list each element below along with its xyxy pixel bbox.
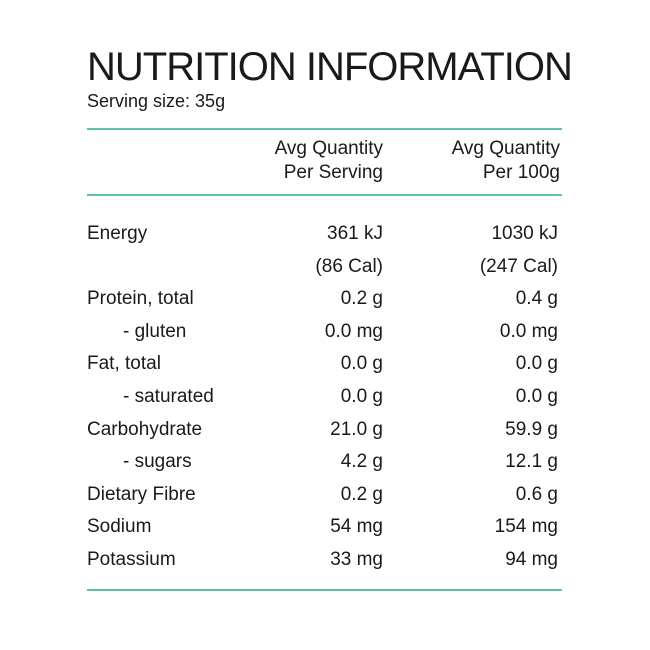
per-100g-value: 12.1 g (505, 451, 558, 473)
per-100g-value: 1030 kJ (491, 223, 558, 244)
nutrient-row: Potassium 33 mg 94 mg (87, 544, 562, 577)
per-serving-header-line1: Avg Quantity (274, 138, 383, 159)
nutrient-label: Fat, total (87, 353, 161, 375)
nutrient-label: Sodium (87, 516, 152, 538)
nutrient-row: - sugars 4.2 g 12.1 g (87, 446, 562, 479)
per-100g-value: 0.6 g (515, 483, 558, 505)
nutrient-row: Dietary Fibre 0.2 g 0.6 g (87, 479, 562, 512)
per-serving-header: Avg Quantity Per Serving (275, 137, 383, 185)
nutrient-label: Energy (87, 223, 148, 244)
nutrient-row: Energy 361 kJ 1030 kJ (87, 218, 562, 251)
per-100g-value: 154 mg (494, 516, 558, 538)
per-100g-value: 94 mg (505, 548, 558, 570)
nutrient-label: Potassium (87, 548, 176, 570)
nutrient-row: Carbohydrate 21.0 g 59.9 g (87, 414, 562, 447)
per-100g-value: 59.9 g (505, 418, 558, 440)
nutrient-label: Dietary Fibre (87, 483, 196, 505)
per-serving-value: 21.0 g (330, 418, 383, 440)
per-100g-value: 0.0 g (515, 385, 558, 407)
per-100g-header-line1: Avg Quantity (451, 138, 560, 159)
per-100g-header: Avg Quantity Per 100g (452, 137, 560, 185)
nutrient-row: Sodium 54 mg 154 mg (87, 511, 562, 544)
nutrient-rows: Energy 361 kJ 1030 kJ (86 Cal) (247 Cal) Prot… (87, 218, 562, 577)
per-100g-header-line2: Per 100g (482, 162, 560, 183)
per-serving-value: 0.0 mg (324, 320, 383, 342)
nutrient-row: Fat, total 0.0 g 0.0 g (87, 348, 562, 381)
nutrient-row: - gluten 0.0 mg 0.0 mg (87, 316, 562, 349)
per-serving-value: 361 kJ (327, 223, 383, 244)
serving-size: Serving size: 35g (87, 91, 226, 111)
per-serving-value: 0.2 g (340, 288, 383, 310)
per-100g-value: 0.4 g (515, 288, 558, 310)
per-serving-value: 33 mg (330, 548, 383, 570)
per-serving-value: 54 mg (330, 516, 383, 538)
per-100g-value: 0.0 g (515, 353, 558, 375)
top-divider (87, 128, 562, 130)
per-100g-value: 0.0 mg (499, 320, 558, 342)
per-serving-value: 0.0 g (340, 353, 383, 375)
per-serving-header-line2: Per Serving (283, 162, 383, 183)
per-serving-value: (86 Cal) (315, 255, 383, 277)
per-100g-value: (247 Cal) (479, 255, 558, 277)
column-header: Avg Quantity Per Serving Avg Quantity Pe… (87, 130, 562, 194)
nutrient-label: Carbohydrate (87, 418, 203, 440)
nutrient-row: Protein, total 0.2 g 0.4 g (87, 283, 562, 316)
nutrient-row: - saturated 0.0 g 0.0 g (87, 381, 562, 414)
per-serving-value: 4.2 g (340, 451, 383, 473)
bottom-divider (87, 588, 562, 591)
panel-title: NUTRITION INFORMATION (87, 45, 573, 89)
nutrition-panel: NUTRITION INFORMATION Serving size: 35g … (87, 44, 573, 591)
nutrient-label: - sugars (123, 451, 192, 473)
nutrient-label: - gluten (123, 320, 187, 342)
per-serving-value: 0.0 g (340, 385, 383, 407)
header-divider (87, 194, 562, 196)
nutrient-row: (86 Cal) (247 Cal) (87, 251, 562, 284)
nutrient-label: Protein, total (87, 288, 194, 310)
nutrient-label: - saturated (123, 385, 214, 407)
per-serving-value: 0.2 g (340, 483, 383, 505)
